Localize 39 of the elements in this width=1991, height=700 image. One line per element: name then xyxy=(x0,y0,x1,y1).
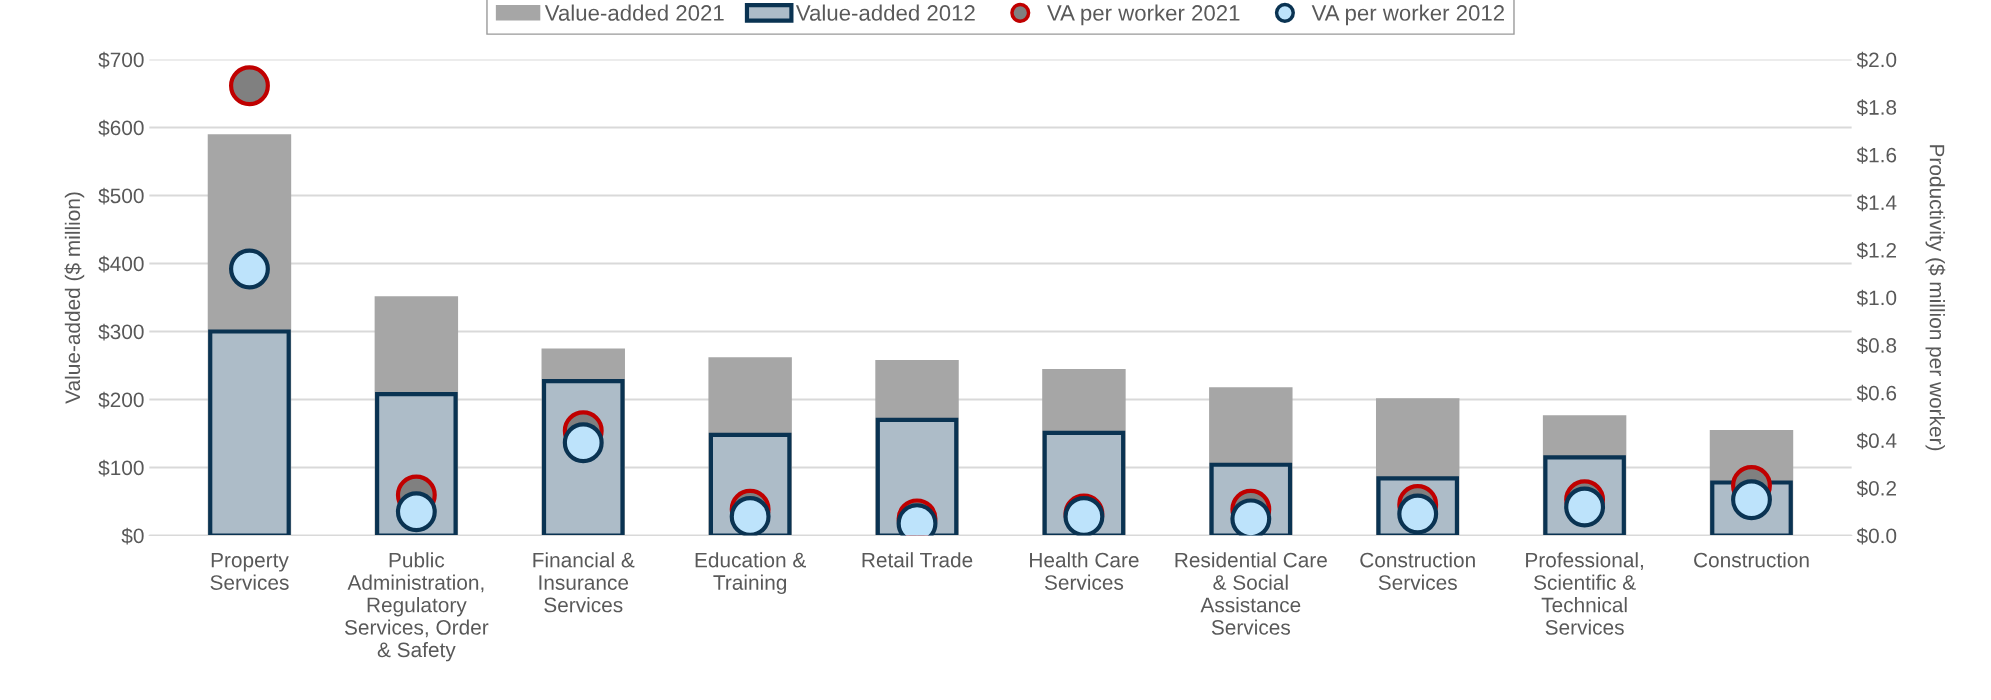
x-tick-label: Retail Trade xyxy=(862,552,973,568)
x-tick-label: Property Services xyxy=(210,552,289,590)
legend-label: Value-added 2021 xyxy=(544,4,724,21)
x-tick-label: Construction xyxy=(1694,552,1809,568)
point xyxy=(229,65,270,107)
y-tick-label: $500 xyxy=(98,187,144,205)
y2-tick-label: $0.6 xyxy=(1856,384,1897,402)
y2-tick-label: $0.0 xyxy=(1856,527,1897,545)
y2-tick-label: $1.2 xyxy=(1856,242,1896,259)
y2-tick-label: $2.0 xyxy=(1856,51,1897,69)
x-tick-label: Construction Services xyxy=(1360,552,1475,590)
y2-axis-title: Productivity ($ million per worker) xyxy=(1925,145,1946,451)
point xyxy=(229,248,270,290)
y-tick-label: $300 xyxy=(98,323,144,341)
y2-tick-label: $0.8 xyxy=(1856,337,1897,355)
point xyxy=(729,496,771,536)
y-tick-label: $700 xyxy=(98,51,144,69)
y2-tick-label: $1.0 xyxy=(1856,289,1897,307)
y2-tick-label: $0.2 xyxy=(1856,480,1896,497)
x-tick-label: Residential Care & Social Assistance Services xyxy=(1175,552,1327,635)
legend-label: Value-added 2012 xyxy=(795,4,975,21)
x-tick-label: Public Administration, Regulatory Services, Order & Safety xyxy=(344,552,489,662)
y-axis-title: Value-added ($ million) xyxy=(64,192,85,404)
y2-tick-label: $1.8 xyxy=(1856,99,1897,117)
y-tick-label: $400 xyxy=(98,255,144,273)
x-tick-label: Professional, Scientific & Technical Services xyxy=(1526,552,1643,635)
y-tick-label: $200 xyxy=(98,391,144,409)
y-tick-label: $600 xyxy=(98,119,144,137)
y2-tick-label: $0.4 xyxy=(1856,432,1897,450)
y-tick-label: $100 xyxy=(98,459,144,477)
legend-label: VA per worker 2012 xyxy=(1311,4,1504,26)
x-tick-label: Financial & Insurance Services xyxy=(533,552,635,613)
y-tick-label: $0 xyxy=(121,527,144,545)
y2-tick-label: $1.6 xyxy=(1856,146,1897,164)
x-tick-label: Health Care Services xyxy=(1030,552,1139,590)
legend-label: VA per worker 2021 xyxy=(1047,4,1240,26)
point xyxy=(395,491,437,533)
x-tick-label: Education & Training xyxy=(695,552,806,595)
y2-tick-label: $1.4 xyxy=(1856,194,1897,212)
